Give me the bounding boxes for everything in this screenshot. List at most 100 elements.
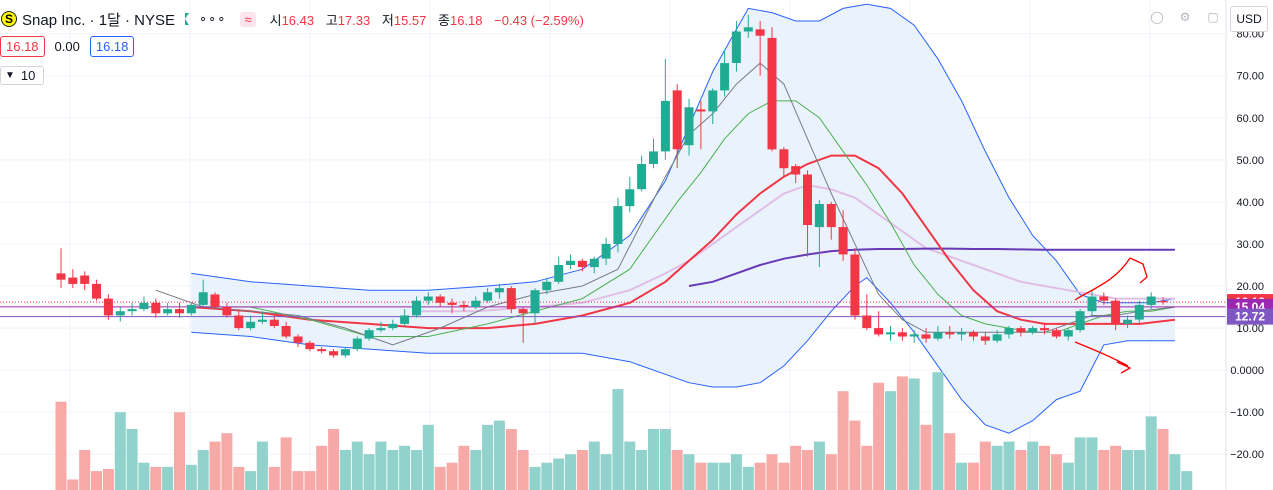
sell-button[interactable]: 16.18 [0,36,45,57]
symbol-title[interactable]: Snap Inc. · 1달 · NYSE [22,11,176,29]
candle-body [743,27,753,32]
candle-body [92,283,101,299]
more-dots-icon[interactable]: ∘∘∘ [199,11,227,26]
volume-bar [671,450,683,490]
price-axis-bg [1226,0,1273,490]
volume-bar [908,378,920,490]
volume-bar [944,433,956,490]
price-axis[interactable]: −30.00−20.00−10.000.000010.0020.0030.004… [1225,0,1273,490]
price-tag [1227,308,1273,325]
volume-bar [885,391,896,490]
candle-body [779,149,789,169]
candle-body [921,334,931,339]
volume-bar [493,420,505,490]
y-tick-label: 40.00 [1236,197,1264,209]
volume-bar [1027,441,1039,490]
candle-body [566,260,575,265]
currency-button[interactable]: USD [1230,6,1268,32]
candle-body [494,288,504,293]
candle-body [1134,304,1144,320]
candle-body [518,309,528,314]
candle-body [684,107,694,146]
volume-bar [351,441,363,490]
volume-bar [849,420,861,490]
candle-body [1111,300,1121,324]
volume-bar [1050,454,1062,490]
volume-bar [837,391,849,490]
y-tick-label: 0.0000 [1230,365,1264,377]
volume-bar [967,462,979,490]
y-tick-label: 60.00 [1236,113,1264,125]
candle-body [80,275,90,284]
candle-body [660,100,670,152]
volume-bar [387,450,399,490]
drawn-arrow-down [1074,341,1132,374]
volume-bar [1169,454,1181,490]
compare-icon[interactable]: ≈ [240,11,256,27]
candle-body [234,315,244,329]
volume-bar [920,424,932,490]
candle-body [530,290,540,314]
bb-fill [191,4,1175,434]
volume-bar [1181,471,1193,490]
candle-body [103,298,113,316]
volume-bar [565,454,576,490]
flag-icon[interactable] [185,13,190,25]
candle-body [1063,330,1073,337]
eye-icon[interactable]: ◯ [1150,10,1164,24]
candle-body [222,307,232,316]
volume-bar [754,462,766,490]
candle-body [649,151,658,164]
candle-body [791,166,801,175]
candle-body [1075,311,1085,331]
candle-body [672,90,682,150]
candle-body [957,332,967,335]
candle-body [897,332,907,337]
volume-bar [695,462,707,490]
volume-bar [778,462,790,490]
candle-body [115,311,125,316]
candle-body [1051,330,1061,337]
candle-body [637,164,647,190]
close-value: 16.18 [449,12,483,28]
ohlc-values: 시16.43 고17.33 저15.57 종16.18 −0.43 (−2.59… [270,10,584,29]
volume-bar [873,382,885,490]
volume-bar [91,471,102,490]
candle-body [720,63,730,91]
y-tick-label: 30.00 [1236,239,1264,251]
volume-bar [1062,462,1074,490]
volume-bar [991,445,1003,490]
volume-bar [363,454,375,490]
maximize-icon[interactable]: ▢ [1207,10,1219,24]
volume-bar [446,462,458,490]
y-tick-label: −10.00 [1230,407,1264,419]
volume-bar [719,462,731,490]
candle-body [755,29,765,36]
user-drawings[interactable] [1074,257,1148,374]
volume-bar [624,441,636,490]
candle-body [874,328,884,335]
volume-bar [896,376,908,490]
volume-bar [742,466,754,490]
candle-body [980,336,990,341]
candle-body [506,288,516,310]
indicators-toggle[interactable]: ▼ 10 [0,66,45,85]
candle-body [1146,296,1156,305]
close-label: 종 [438,12,450,28]
volume-bar [256,441,268,490]
candle-body [340,349,350,356]
volume-bar [1086,437,1098,490]
candle-body [317,349,327,352]
candle-body [459,304,469,307]
buy-button[interactable]: 16.18 [89,36,135,57]
volume-bar [304,471,316,490]
candle-body [1158,301,1168,303]
bb-lower-line [191,276,1175,434]
volume-bar [979,441,991,490]
volume-bar [1074,437,1086,490]
candle-body [269,319,279,326]
settings-icon[interactable]: ⚙ [1179,10,1191,24]
volume-bar [648,429,659,490]
volume-bar [636,450,648,490]
